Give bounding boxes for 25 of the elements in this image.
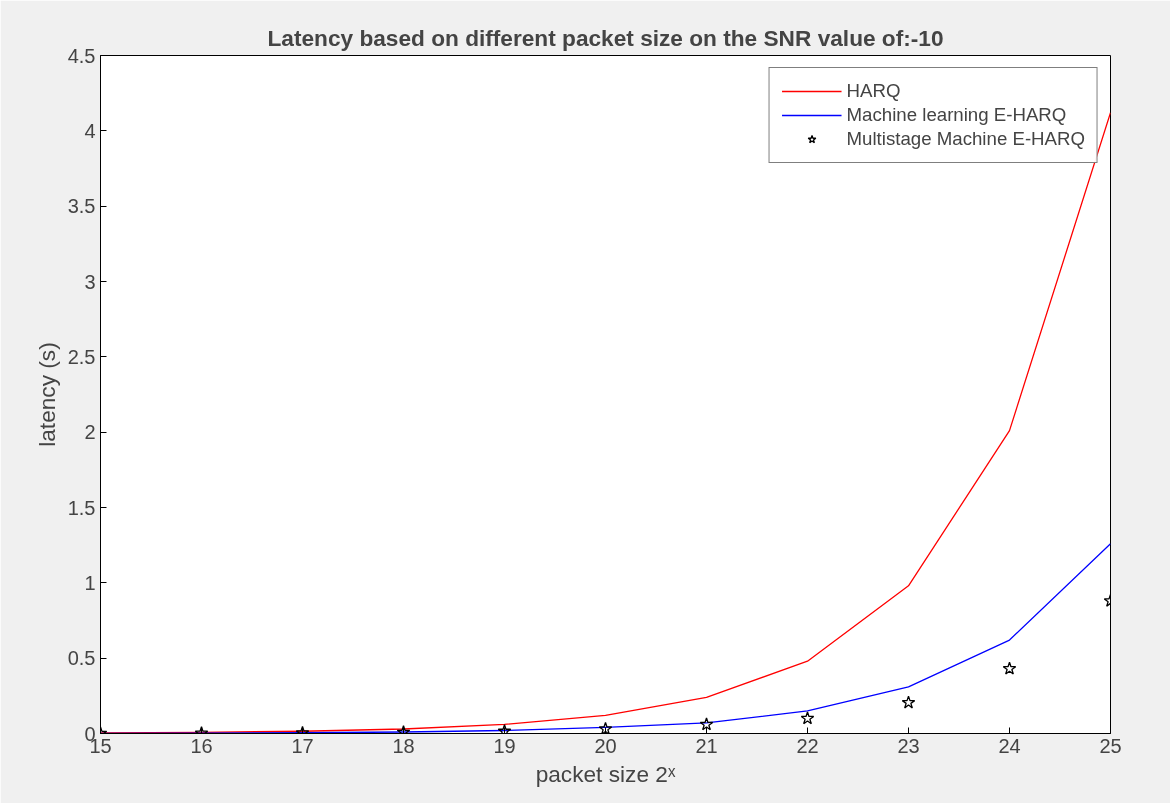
x-tick-label: 23 xyxy=(897,734,920,757)
x-tick-label: 22 xyxy=(796,734,819,757)
y-tick-label: 0.5 xyxy=(67,647,96,670)
y-tick-label: 2 xyxy=(84,421,96,444)
legend-label: Multistage Machine E-HARQ xyxy=(846,128,1085,150)
x-tick-label: 24 xyxy=(998,734,1021,757)
y-axis-title: latency (s) xyxy=(33,342,60,447)
y-tick-label: 3.5 xyxy=(67,195,96,218)
y-tick-label: 4 xyxy=(84,119,96,142)
x-tick-label: 17 xyxy=(291,734,314,757)
x-tick-label: 21 xyxy=(695,734,718,757)
y-tick-label: 3 xyxy=(84,270,96,293)
x-tick-label: 16 xyxy=(190,734,213,757)
legend-label: Machine learning E-HARQ xyxy=(846,104,1067,126)
y-tick-label: 4.5 xyxy=(67,44,96,67)
y-tick-label: 1.5 xyxy=(67,496,96,519)
x-tick-label: 19 xyxy=(493,734,516,757)
x-tick-label: 20 xyxy=(594,734,617,757)
legend-label: HARQ xyxy=(846,80,901,102)
chart-title: Latency based on different packet size on the SNR value of:-10 xyxy=(267,24,944,51)
x-tick-label: 18 xyxy=(392,734,415,757)
x-axis-title: packet size 2ˣ xyxy=(535,760,676,787)
y-tick-label: 2.5 xyxy=(67,345,96,368)
y-tick-label: 1 xyxy=(84,571,96,594)
x-tick-label: 25 xyxy=(1099,734,1122,757)
